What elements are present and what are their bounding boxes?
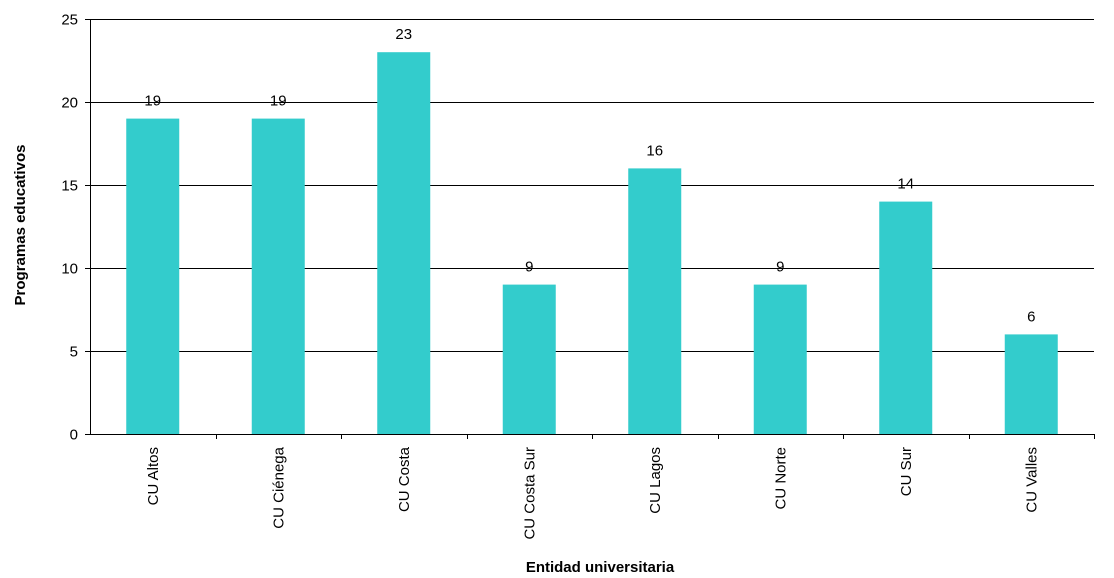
gridlines: [90, 19, 1094, 352]
y-tick-label: 15: [61, 178, 78, 195]
bar: [753, 284, 807, 434]
data-label: 19: [144, 93, 161, 110]
x-tick-label: CU Costa Sur: [521, 447, 538, 540]
axes: [85, 19, 1095, 439]
x-tick-label: CU Lagos: [647, 447, 664, 514]
x-tick-label: CU Valles: [1023, 447, 1040, 513]
x-tick-label: CU Norte: [772, 447, 789, 510]
data-label: 6: [1027, 308, 1035, 325]
bar: [502, 284, 556, 434]
y-axis-title: Programas educativos: [12, 145, 29, 306]
x-tick-label: CU Altos: [145, 447, 162, 505]
y-tick-labels: 0 5 10 15 20 25: [61, 12, 78, 444]
data-label: 19: [270, 93, 287, 110]
data-label: 16: [646, 142, 663, 159]
y-tick-label: 0: [70, 427, 78, 444]
y-tick-label: 25: [61, 12, 78, 29]
bars: [126, 52, 1058, 434]
x-tick-label: CU Ciénega: [270, 446, 287, 528]
y-tick-label: 20: [61, 95, 78, 112]
x-tick-labels: CU Altos CU Ciénega CU Costa CU Costa Sur CU…: [145, 446, 1041, 539]
bar: [251, 118, 305, 434]
data-label: 9: [525, 259, 533, 276]
bar: [879, 201, 933, 434]
x-tick-label: CU Costa: [396, 446, 413, 512]
y-tick-label: 10: [61, 261, 78, 278]
bar: [126, 118, 180, 434]
bar: [1004, 334, 1058, 434]
data-label: 9: [776, 259, 784, 276]
data-label: 14: [897, 176, 914, 193]
data-label: 23: [395, 26, 412, 43]
data-labels: 19 19 23 9 16 9 14 6: [144, 26, 1035, 325]
bar: [628, 168, 682, 434]
bar: [377, 52, 431, 434]
y-tick-label: 5: [70, 344, 78, 361]
x-tick-label: CU Sur: [898, 447, 915, 496]
x-axis-title: Entidad universitaria: [526, 559, 675, 576]
